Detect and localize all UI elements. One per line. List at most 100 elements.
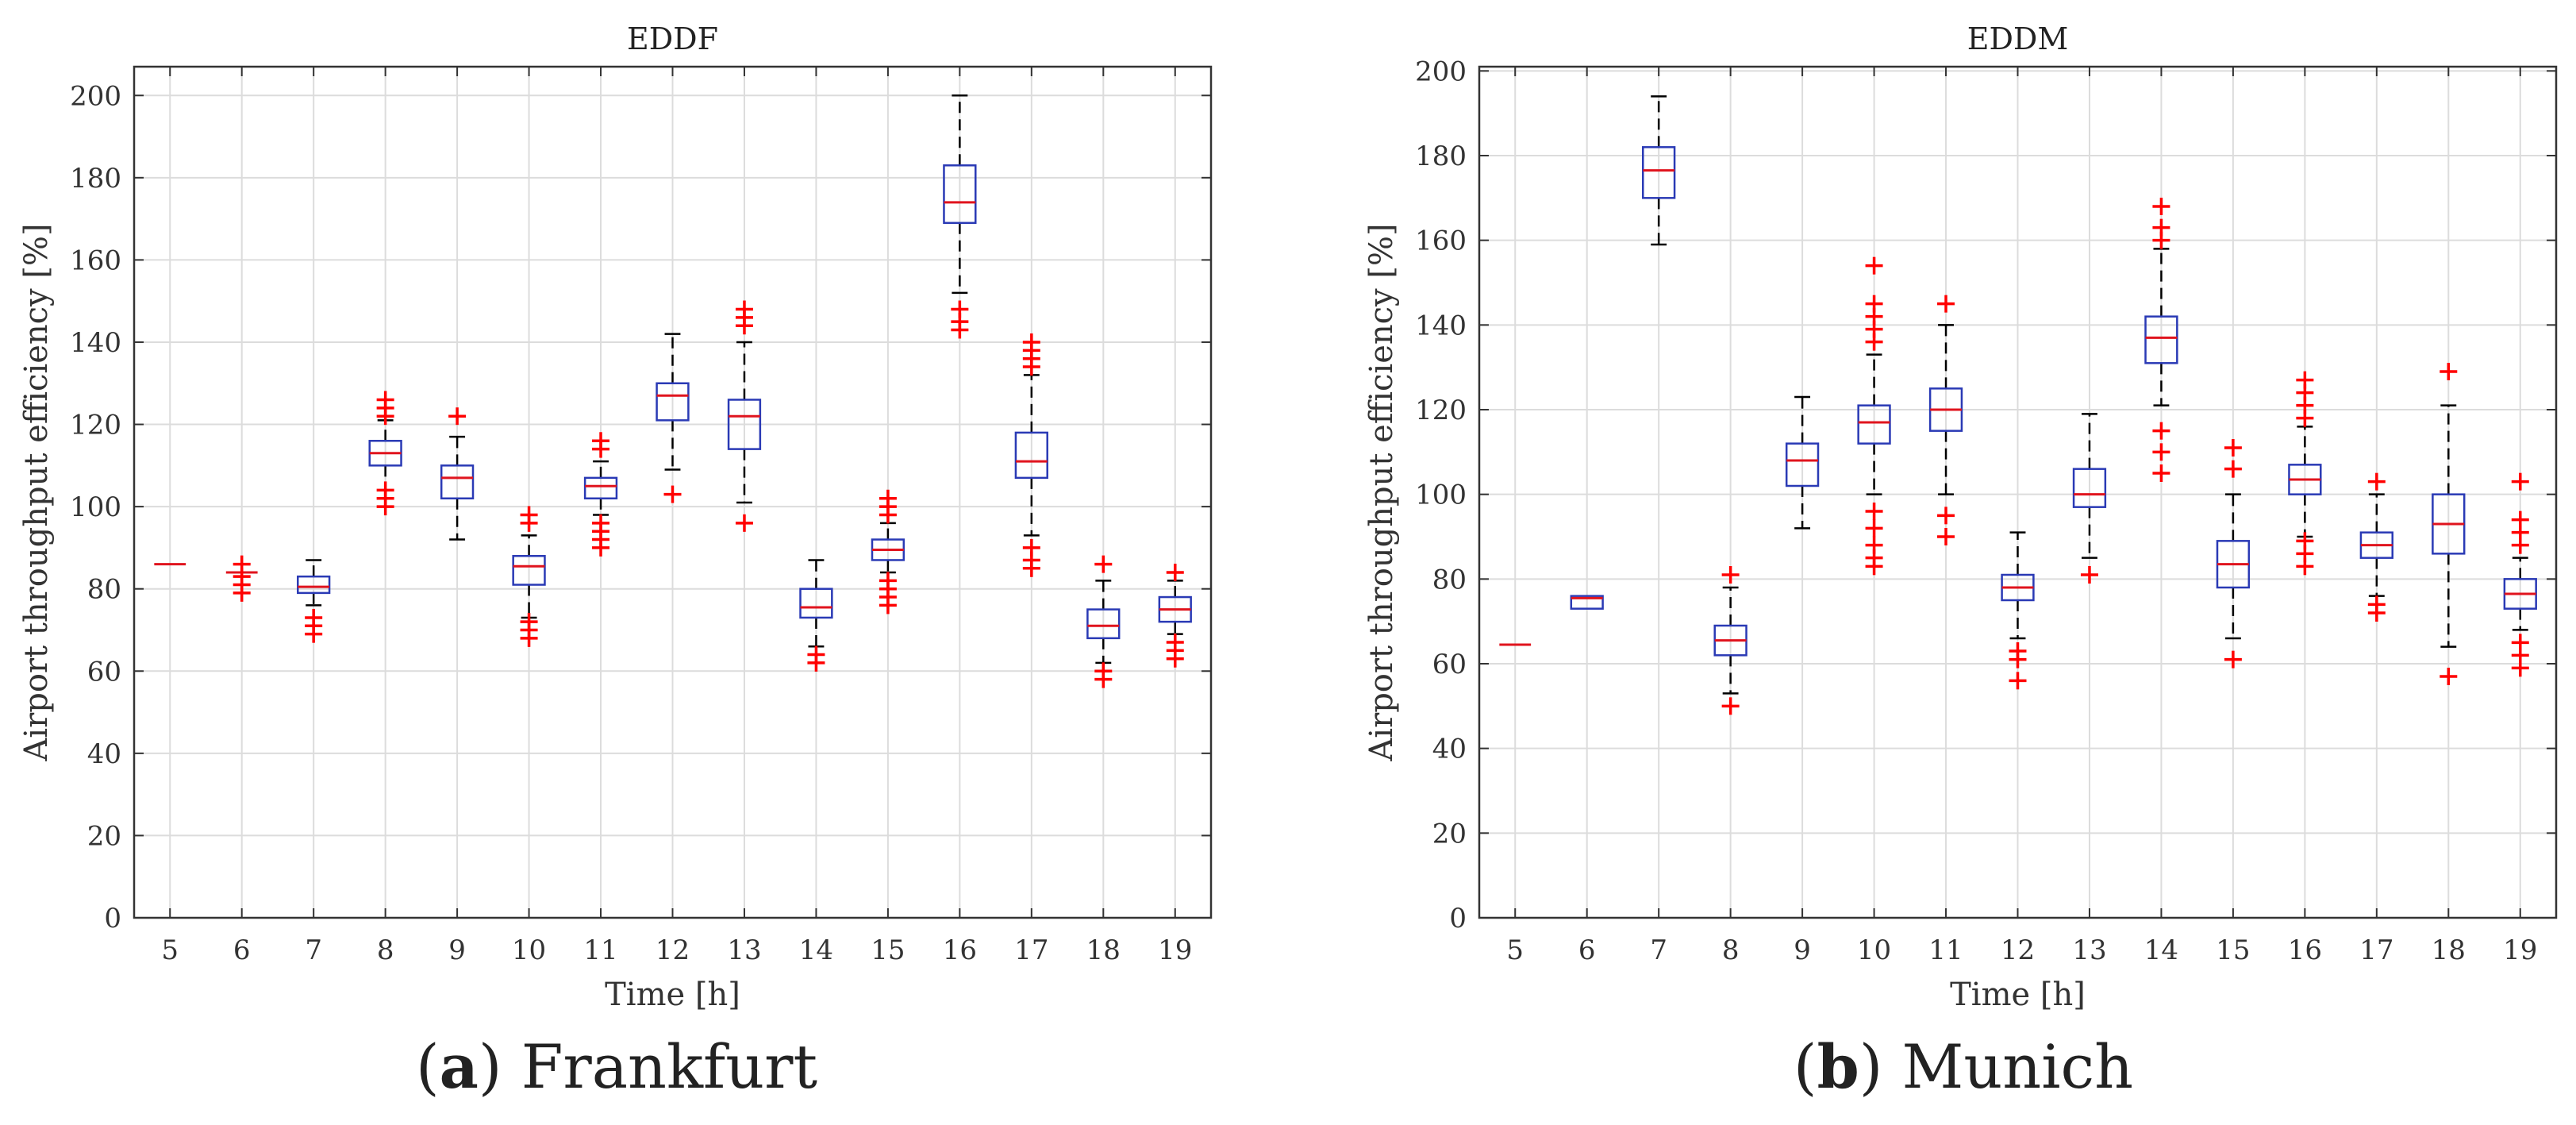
y-tick-label: 160: [1415, 225, 1467, 257]
outlier-marker: [2152, 443, 2170, 461]
box-12: [656, 333, 690, 503]
box-19: [2503, 472, 2537, 677]
y-tick-label: 80: [87, 574, 121, 606]
box-11: [1928, 295, 1963, 545]
box-6: [225, 555, 258, 602]
outlier-marker: [376, 391, 394, 409]
box-15: [871, 489, 905, 615]
outlier-marker: [2080, 566, 2098, 584]
outlier-marker: [2224, 460, 2242, 478]
y-tick-label: 100: [70, 491, 121, 523]
x-tick-label: 19: [1158, 934, 1192, 966]
y-tick-label: 180: [1415, 141, 1467, 172]
y-tick-label: 60: [1432, 649, 1467, 680]
x-tick-label: 19: [2503, 934, 2537, 966]
y-tick-label: 20: [87, 820, 121, 852]
y-tick-label: 100: [1415, 480, 1467, 511]
y-tick-label: 80: [1432, 564, 1467, 595]
x-tick-label: 7: [305, 934, 322, 966]
box-iqr: [1570, 595, 1604, 610]
box-iqr: [512, 555, 546, 586]
x-tick-label: 9: [448, 934, 466, 966]
outlier-marker: [2296, 532, 2314, 550]
box-13: [2072, 413, 2107, 584]
outlier-marker: [2296, 371, 2314, 389]
outlier-marker: [2511, 510, 2529, 529]
x-tick-label: 12: [2001, 934, 2035, 966]
outlier-marker: [1166, 634, 1184, 652]
outlier-marker: [1721, 697, 1740, 715]
outlier-marker: [1094, 555, 1113, 573]
box-iqr: [656, 382, 690, 422]
outlier-marker: [2511, 472, 2529, 491]
x-tick-label: 7: [1650, 934, 1667, 966]
chart-eddm: 0 20 40 60 80 100 120 140 160 180 200 5 6 7 8 9 10 11 12 13…: [1363, 21, 2558, 1102]
box-14: [799, 559, 833, 672]
y-tick-label: 200: [70, 80, 121, 112]
box-9: [1785, 395, 1820, 530]
outlier-marker: [735, 300, 753, 318]
outlier-marker: [376, 481, 394, 499]
box-8: [368, 391, 402, 516]
outlier-marker: [1937, 295, 1955, 313]
box-9: [440, 407, 475, 541]
x-tick-label: 17: [2359, 934, 2393, 966]
outlier-marker: [2152, 198, 2170, 215]
outlier-marker: [2009, 642, 2027, 660]
outlier-marker: [2009, 672, 2027, 690]
box-18: [2432, 363, 2466, 685]
outlier-marker: [2152, 464, 2170, 482]
caption-text: Munich: [1902, 1031, 2134, 1102]
y-tick-label: 140: [70, 327, 121, 359]
outlier-marker: [2440, 363, 2458, 380]
box-iqr: [943, 164, 977, 225]
x-tick-label: 13: [2072, 934, 2106, 966]
box-16: [943, 94, 977, 339]
box-15: [2216, 439, 2251, 668]
outlier-marker: [2224, 439, 2242, 457]
outlier-marker: [2152, 422, 2170, 440]
box-iqr: [1857, 404, 1891, 445]
outlier-marker: [1865, 503, 1883, 520]
outlier-marker: [1865, 256, 1883, 275]
box-iqr: [583, 476, 618, 500]
box-iqr: [1785, 442, 1820, 487]
outlier-marker: [2152, 218, 2170, 237]
box-8: [1713, 566, 1747, 715]
caption-text: Frankfurt: [521, 1031, 817, 1102]
box-17: [2359, 472, 2393, 622]
box-iqr: [440, 464, 475, 500]
box-iqr: [2144, 315, 2178, 364]
outlier-marker: [1865, 295, 1883, 313]
x-tick-label: 8: [1722, 934, 1740, 966]
outlier-marker: [592, 514, 610, 532]
chart-title: EDDF: [627, 21, 718, 56]
x-tick-label: 18: [2432, 934, 2466, 966]
outlier-marker: [1937, 528, 1955, 545]
outlier-marker: [1937, 507, 1955, 525]
box-18: [1086, 555, 1121, 688]
y-tick-label: 160: [70, 245, 121, 276]
y-axis-label: Airport throughput efficiency [%]: [1363, 223, 1400, 761]
x-tick-label: 12: [656, 934, 690, 966]
box-iqr: [799, 588, 833, 619]
outlier-marker: [448, 407, 467, 426]
box-iqr: [727, 399, 762, 450]
outlier-marker: [305, 608, 323, 626]
box-iqr: [1642, 146, 1676, 199]
x-tick-label: 8: [377, 934, 394, 966]
chart-eddf: 0 20 40 60 80 100 120 140 160 180 200 5 6 7 8 9 10 11 12 13…: [18, 21, 1213, 1102]
box-10: [512, 506, 546, 647]
x-tick-label: 11: [583, 934, 617, 966]
x-tick-label: 5: [1506, 934, 1524, 966]
caption-letter: b: [1817, 1031, 1859, 1102]
x-tick-label: 15: [871, 934, 905, 966]
x-tick-label: 6: [233, 934, 251, 966]
x-tick-label: 16: [2288, 934, 2322, 966]
subfigure-caption: (b) Munich: [1794, 1031, 2133, 1102]
outlier-marker: [520, 613, 538, 631]
outlier-marker: [233, 555, 251, 573]
x-axis-label: Time [h]: [605, 977, 740, 1013]
outlier-marker: [2511, 634, 2529, 652]
